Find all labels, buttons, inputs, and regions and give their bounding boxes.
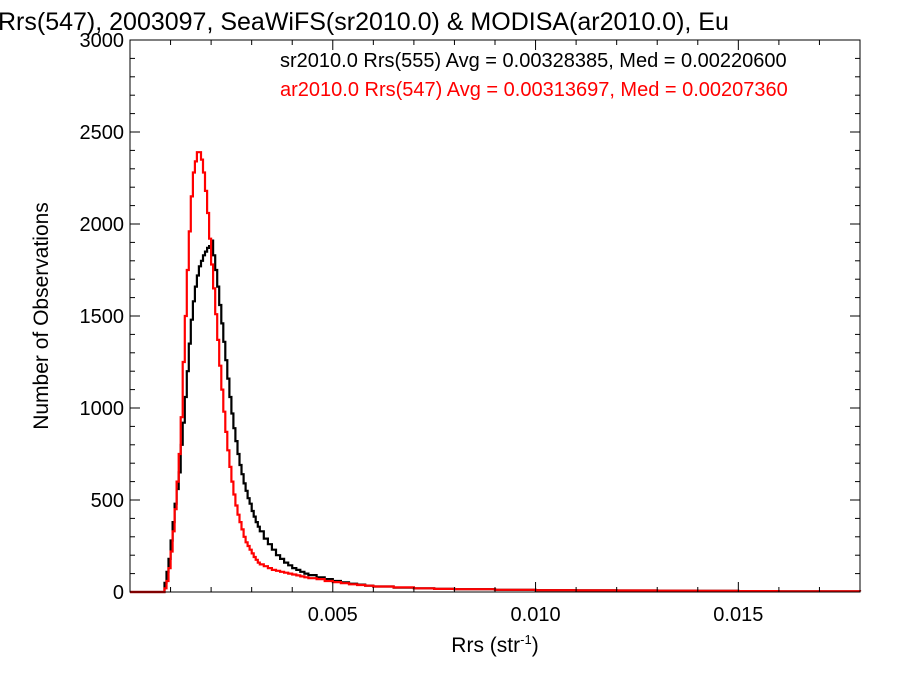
x-tick-label: 0.005 — [308, 604, 358, 626]
y-tick-label: 500 — [91, 490, 124, 512]
y-tick-label: 3000 — [80, 30, 125, 52]
y-tick-label: 2000 — [80, 214, 125, 236]
x-tick-label: 0.015 — [713, 604, 763, 626]
x-axis-label: Rrs (str-1) — [451, 632, 538, 657]
legend-entry-ar2010: ar2010.0 Rrs(547) Avg = 0.00313697, Med … — [280, 79, 788, 101]
y-tick-label: 1000 — [80, 398, 125, 420]
y-axis-label: Number of Observations — [30, 202, 53, 430]
x-axis-label-close: ) — [532, 634, 539, 657]
y-tick-label: 0 — [113, 582, 124, 604]
y-tick-label: 2500 — [80, 122, 125, 144]
x-tick-label: 0.010 — [511, 604, 561, 626]
legend-entry-sr2010: sr2010.0 Rrs(555) Avg = 0.00328385, Med … — [280, 50, 787, 72]
chart-title: Rrs(547), 2003097, SeaWiFS(sr2010.0) & M… — [0, 8, 729, 36]
series-line-ar2010 — [130, 151, 862, 594]
plot-frame — [129, 39, 861, 593]
axis-ticks: 0 500 1000 1500 2000 2500 3000 0.005 0.010 0.015 — [80, 30, 860, 626]
x-axis-label-text: Rrs (str — [451, 634, 520, 657]
legend: sr2010.0 Rrs(555) Avg = 0.00328385, Med … — [280, 50, 788, 101]
x-axis-label-superscript: -1 — [520, 632, 532, 647]
plot-area — [130, 151, 862, 594]
y-tick-label: 1500 — [80, 306, 125, 328]
